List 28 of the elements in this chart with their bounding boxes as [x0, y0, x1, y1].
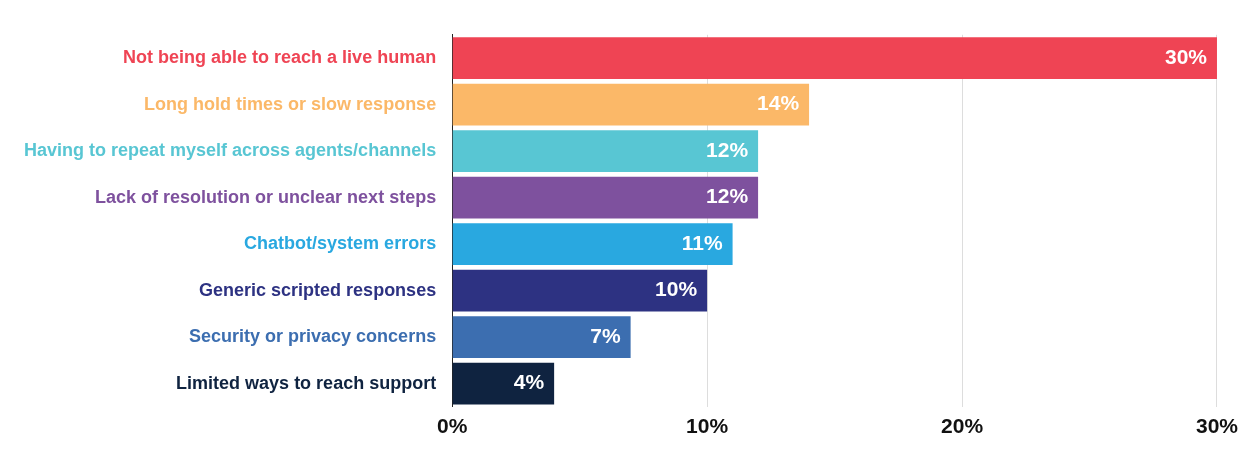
data-label: 12%: [706, 137, 749, 161]
data-label: 7%: [590, 323, 621, 347]
data-label: 30%: [1164, 44, 1208, 68]
x-tick-label: 10%: [686, 414, 729, 438]
data-label: 14%: [757, 91, 800, 115]
y-tick-label: Security or privacy concerns: [189, 326, 437, 347]
y-tick-label: Having to repeat myself across agents/channels: [24, 140, 437, 161]
y-tick-label: Long hold times or slow response: [144, 93, 437, 114]
x-tick-label: 30%: [1195, 414, 1239, 438]
y-tick-label: Lack of resolution or unclear next steps: [95, 186, 437, 207]
y-tick-label: Not being able to reach a live human: [123, 47, 437, 68]
bar: [452, 130, 759, 172]
y-tick-label: Generic scripted responses: [199, 279, 437, 300]
bar: [452, 176, 759, 219]
y-tick-label: Chatbot/system errors: [244, 233, 437, 254]
x-tick-label: 20%: [941, 414, 984, 438]
data-label: 12%: [706, 184, 749, 208]
x-tick-label: 0%: [436, 414, 468, 438]
data-label: 4%: [513, 370, 545, 394]
bar: [452, 362, 555, 405]
bar: [452, 83, 810, 126]
data-label: 11%: [681, 230, 723, 254]
y-tick-label: Limited ways to reach support: [176, 372, 437, 393]
bar: [452, 223, 733, 265]
bar: [452, 316, 631, 358]
bar: [452, 37, 1217, 79]
data-label: 10%: [655, 277, 698, 301]
bar: [452, 269, 708, 312]
